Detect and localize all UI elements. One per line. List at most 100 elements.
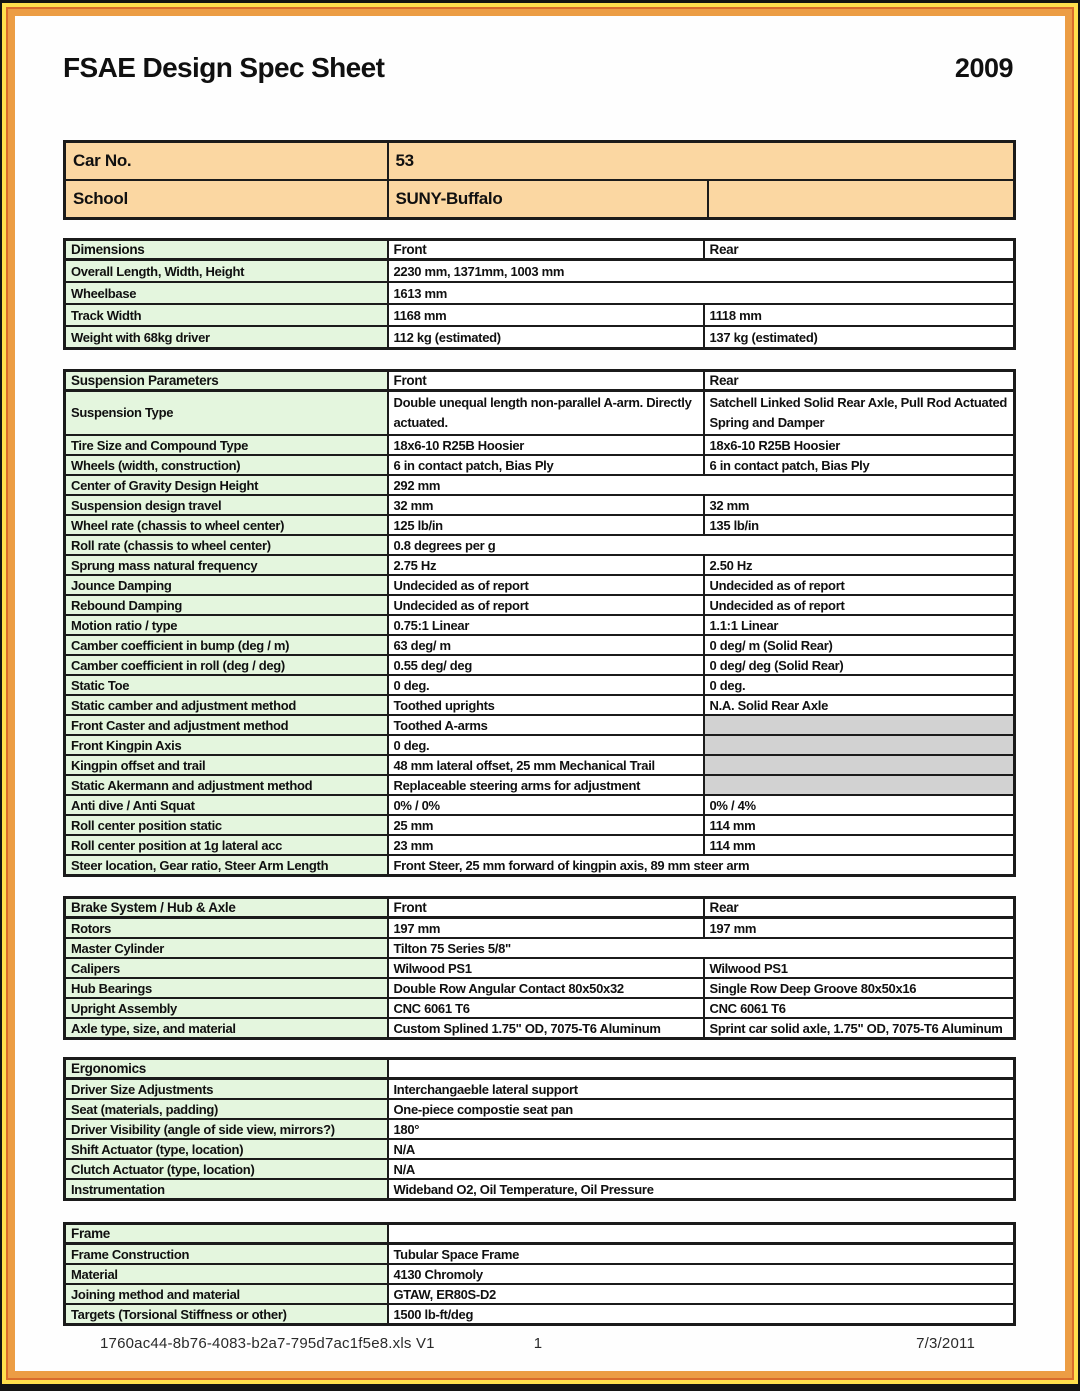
suspension-table: Suspension Parameters Front Rear Suspension… xyxy=(63,369,1016,877)
cell-front: Toothed uprights xyxy=(386,694,705,716)
car-no-label: Car No. xyxy=(63,140,389,181)
cell-rear: 137 kg (estimated) xyxy=(702,325,1016,350)
cell-front: Double unequal length non-parallel A-arm… xyxy=(386,389,705,436)
table-row: Upright Assembly CNC 6061 T6 CNC 6061 T6 xyxy=(63,997,1016,1019)
cell-value: Front Steer, 25 mm forward of kingpin ax… xyxy=(386,854,1016,877)
cell-rear: N.A. Solid Rear Axle xyxy=(702,694,1016,716)
column-header-rear: Rear xyxy=(702,896,1016,919)
row-label: Roll rate (chassis to wheel center) xyxy=(63,534,389,556)
table-row: Clutch Actuator (type, location) N/A xyxy=(63,1158,1016,1180)
table-row: Rebound Damping Undecided as of report Und… xyxy=(63,594,1016,616)
table-row: Seat (materials, padding) One-piece compo… xyxy=(63,1098,1016,1120)
cell-rear: 32 mm xyxy=(702,494,1016,516)
table-row: Track Width 1168 mm 1118 mm xyxy=(63,303,1016,327)
section-header-row: Suspension Parameters Front Rear xyxy=(63,369,1016,392)
cell-front: Wilwood PS1 xyxy=(386,957,705,979)
row-label: Targets (Torsional Stiffness or other) xyxy=(63,1303,389,1326)
cell-rear: 0 deg. xyxy=(702,674,1016,696)
table-row: Weight with 68kg driver 112 kg (estimated… xyxy=(63,325,1016,350)
cell-front: 2.75 Hz xyxy=(386,554,705,576)
cell-rear xyxy=(702,774,1016,796)
school-value: SUNY-Buffalo xyxy=(386,179,709,220)
car-no-value: 53 xyxy=(386,140,1016,181)
school-label: School xyxy=(63,179,389,220)
frame-table: Frame Frame Construction Tubular Space Fra… xyxy=(63,1222,1016,1326)
cell-front: 6 in contact patch, Bias Ply xyxy=(386,454,705,476)
column-header-front: Front xyxy=(386,369,705,392)
table-row: Wheels (width, construction) 6 in contact… xyxy=(63,454,1016,476)
table-row: Driver Size Adjustments Interchangaeble l… xyxy=(63,1077,1016,1100)
cell-rear: 2.50 Hz xyxy=(702,554,1016,576)
table-row: Jounce Damping Undecided as of report Unde… xyxy=(63,574,1016,596)
row-label: Steer location, Gear ratio, Steer Arm Le… xyxy=(63,854,389,877)
row-label: Calipers xyxy=(63,957,389,979)
cell-front: 1168 mm xyxy=(386,303,705,327)
row-label: Driver Visibility (angle of side view, m… xyxy=(63,1118,389,1140)
table-row: Hub Bearings Double Row Angular Contact 8… xyxy=(63,977,1016,999)
column-header-rear: Rear xyxy=(702,238,1016,261)
cell-value: 180° xyxy=(386,1118,1016,1140)
table-row: School SUNY-Buffalo xyxy=(63,179,1016,220)
dimensions-table: Dimensions Front Rear Overall Length, Width… xyxy=(63,238,1016,350)
cell-front: 125 lb/in xyxy=(386,514,705,536)
empty-header-cell xyxy=(386,1057,1016,1080)
row-label: Shift Actuator (type, location) xyxy=(63,1138,389,1160)
row-label: Anti dive / Anti Squat xyxy=(63,794,389,816)
cell-front: 0 deg. xyxy=(386,734,705,756)
cell-value: 4130 Chromoly xyxy=(386,1263,1016,1285)
cell-value: N/A xyxy=(386,1138,1016,1160)
row-label: Front Kingpin Axis xyxy=(63,734,389,756)
table-row: Targets (Torsional Stiffness or other) 15… xyxy=(63,1303,1016,1326)
table-row: Wheelbase 1613 mm xyxy=(63,281,1016,305)
section-header-row: Ergonomics xyxy=(63,1057,1016,1080)
cell-rear: 197 mm xyxy=(702,916,1016,939)
cell-rear: 114 mm xyxy=(702,834,1016,856)
cell-front: 0.55 deg/ deg xyxy=(386,654,705,676)
cell-front: 0 deg. xyxy=(386,674,705,696)
row-label: Overall Length, Width, Height xyxy=(63,258,389,283)
table-row: Roll center position at 1g lateral acc 23… xyxy=(63,834,1016,856)
cell-front: CNC 6061 T6 xyxy=(386,997,705,1019)
row-label: Roll center position at 1g lateral acc xyxy=(63,834,389,856)
cell-rear xyxy=(702,734,1016,756)
cell-rear: Satchell Linked Solid Rear Axle, Pull Ro… xyxy=(702,389,1016,436)
table-row: Master Cylinder Tilton 75 Series 5/8" xyxy=(63,937,1016,959)
cell-front: 0% / 0% xyxy=(386,794,705,816)
cell-front: 0.75:1 Linear xyxy=(386,614,705,636)
section-header-row: Frame xyxy=(63,1222,1016,1245)
row-label: Axle type, size, and material xyxy=(63,1017,389,1040)
row-label: Static Akermann and adjustment method xyxy=(63,774,389,796)
table-row: Roll rate (chassis to wheel center) 0.8 d… xyxy=(63,534,1016,556)
row-label: Rotors xyxy=(63,916,389,939)
footer-filename: 1760ac44-8b76-4083-b2a7-795d7ac1f5e8.xls… xyxy=(100,1335,435,1352)
table-row: Suspension design travel 32 mm 32 mm xyxy=(63,494,1016,516)
row-label: Material xyxy=(63,1263,389,1285)
table-row: Tire Size and Compound Type 18x6-10 R25B … xyxy=(63,434,1016,456)
row-label: Kingpin offset and trail xyxy=(63,754,389,776)
cell-front: Toothed A-arms xyxy=(386,714,705,736)
table-row: Joining method and material GTAW, ER80S-D… xyxy=(63,1283,1016,1305)
section-title: Frame xyxy=(63,1222,389,1245)
row-label: Suspension Type xyxy=(63,389,389,436)
cell-value: Wideband O2, Oil Temperature, Oil Pressu… xyxy=(386,1178,1016,1201)
cell-rear: Undecided as of report xyxy=(702,574,1016,596)
row-label: Camber coefficient in roll (deg / deg) xyxy=(63,654,389,676)
row-label: Clutch Actuator (type, location) xyxy=(63,1158,389,1180)
cell-rear: 135 lb/in xyxy=(702,514,1016,536)
table-row: Car No. 53 xyxy=(63,140,1016,181)
table-row: Static Toe 0 deg. 0 deg. xyxy=(63,674,1016,696)
table-row: Motion ratio / type 0.75:1 Linear 1.1:1 Li… xyxy=(63,614,1016,636)
row-label: Suspension design travel xyxy=(63,494,389,516)
cell-rear: 0% / 4% xyxy=(702,794,1016,816)
table-row: Center of Gravity Design Height 292 mm xyxy=(63,474,1016,496)
table-row: Suspension Type Double unequal length non… xyxy=(63,389,1016,436)
row-label: Upright Assembly xyxy=(63,997,389,1019)
cell-front: Undecided as of report xyxy=(386,574,705,596)
ergonomics-table: Ergonomics Driver Size Adjustments Interch… xyxy=(63,1057,1016,1201)
table-row: Camber coefficient in bump (deg / m) 63 d… xyxy=(63,634,1016,656)
section-title: Suspension Parameters xyxy=(63,369,389,392)
row-label: Seat (materials, padding) xyxy=(63,1098,389,1120)
table-row: Wheel rate (chassis to wheel center) 125 … xyxy=(63,514,1016,536)
table-row: Rotors 197 mm 197 mm xyxy=(63,916,1016,939)
car-info-table: Car No. 53 School SUNY-Buffalo xyxy=(63,140,1016,220)
